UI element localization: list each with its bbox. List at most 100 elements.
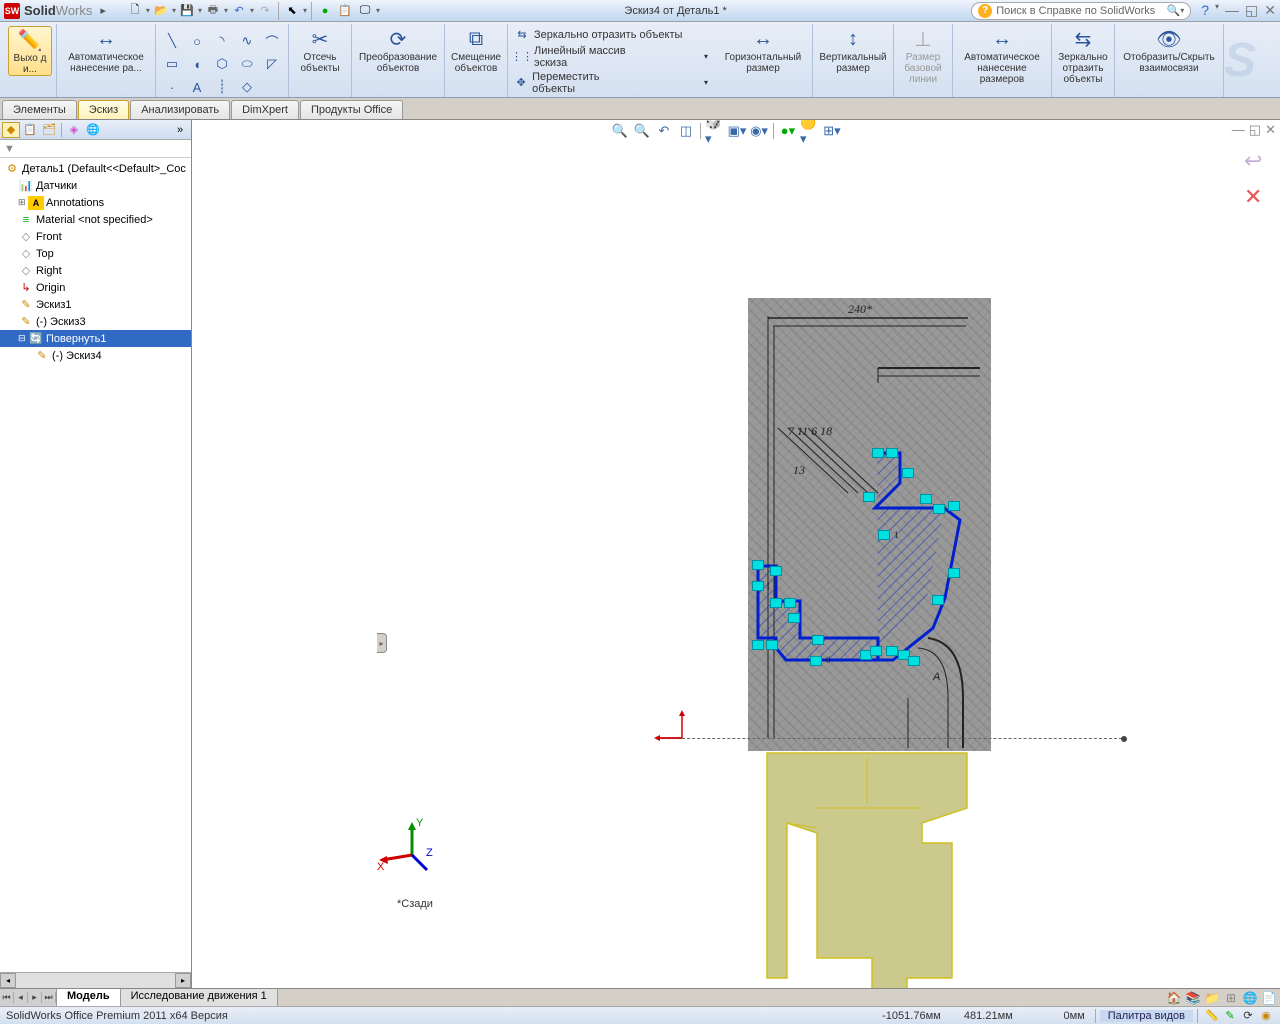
horizontal-dim-button[interactable]: ↔Горизонтальный размер	[718, 26, 808, 74]
child-close-icon[interactable]: ✕	[1265, 122, 1276, 138]
status-unit-icon[interactable]: 📏	[1204, 1009, 1220, 1023]
vertical-dim-button[interactable]: ↕Вертикальный размер	[817, 26, 889, 74]
tab-elements[interactable]: Элементы	[2, 100, 77, 119]
text-icon[interactable]: A	[185, 76, 209, 98]
tree-sketch3[interactable]: ✎(-) Эскиз3	[0, 313, 191, 330]
undo-icon[interactable]: ↶	[230, 2, 248, 20]
line-icon[interactable]: ╲	[160, 30, 184, 52]
tree-origin[interactable]: ↳Origin	[0, 279, 191, 296]
minimize-icon[interactable]: —	[1225, 2, 1239, 19]
circle-icon[interactable]: ○	[185, 30, 209, 52]
tree-top-plane[interactable]: ◇Top	[0, 245, 191, 262]
trim-button[interactable]: ✂Отсечь объекты	[293, 26, 347, 74]
auto-dim-button[interactable]: ↔Автоматическое нанесение размеров	[957, 26, 1047, 85]
smart-dimension-button[interactable]: ↔ Автоматическое нанесение ра...	[61, 26, 151, 74]
view-palette-icon[interactable]: ⊞	[1222, 990, 1240, 1006]
filter-bar[interactable]: ▼	[0, 140, 191, 158]
show-hide-button[interactable]: 👁Отобразить/Скрыть взаимосвязи	[1119, 26, 1219, 74]
help-search[interactable]: ? Поиск в Справке по SolidWorks 🔍▾	[971, 2, 1191, 20]
maximize-icon[interactable]: ◱	[1245, 2, 1258, 19]
appearance-icon[interactable]: 🟡▾	[800, 121, 820, 141]
help-icon[interactable]: ?	[1201, 2, 1209, 19]
plane-icon[interactable]: ◇	[235, 76, 259, 98]
screen-icon[interactable]: 🖵	[356, 2, 374, 20]
viewport[interactable]: 🔍 🔍 ↶ ◫ 🎲▾ ▣▾ ◉▾ ●▾ 🟡▾ ⊞▾ — ◱ ✕ ↩ ✕ ▸	[192, 120, 1280, 988]
tree-right-plane[interactable]: ◇Right	[0, 262, 191, 279]
spline-icon[interactable]: ∿	[235, 30, 259, 52]
scroll-right-icon[interactable]: ▸	[175, 973, 191, 988]
mirror-button[interactable]: ⇆Зеркально отразить объекты	[514, 27, 708, 43]
section-view-icon[interactable]: ◫	[676, 121, 696, 141]
print-icon[interactable]: 🖶	[204, 2, 222, 20]
point-icon[interactable]: ·	[160, 76, 184, 98]
collapse-panel-icon[interactable]: »	[171, 122, 189, 138]
display-style-icon[interactable]: ▣▾	[727, 121, 747, 141]
slot-icon[interactable]: ◖	[185, 53, 209, 75]
confirm-sketch-icon[interactable]: ↩	[1244, 148, 1272, 176]
hide-show-icon[interactable]: ◉▾	[749, 121, 769, 141]
design-library-icon[interactable]: 📚	[1184, 990, 1202, 1006]
move-button[interactable]: ✥Переместить объекты▾	[514, 71, 708, 95]
select-icon[interactable]: ⬉	[283, 2, 301, 20]
property-manager-tab-icon[interactable]: 📋	[21, 122, 39, 138]
tab-last-icon[interactable]: ⏭	[42, 992, 56, 1003]
panel-hscroll[interactable]: ◂▸	[0, 972, 191, 988]
tree-sensors[interactable]: 📊Датчики	[0, 177, 191, 194]
tree-material[interactable]: ≡Material <not specified>	[0, 211, 191, 228]
polygon-icon[interactable]: ⬡	[210, 53, 234, 75]
scroll-left-icon[interactable]: ◂	[0, 973, 16, 988]
zoom-area-icon[interactable]: 🔍	[632, 121, 652, 141]
tree-root[interactable]: ⚙Деталь1 (Default<<Default>_Сос	[0, 160, 191, 177]
tab-office[interactable]: Продукты Office	[300, 100, 403, 119]
appearances-icon[interactable]: 🌐	[1241, 990, 1259, 1006]
redo-icon[interactable]: ↷	[256, 2, 274, 20]
rectangle-icon[interactable]: ▭	[160, 53, 184, 75]
viewport-layout-icon[interactable]: ⊞▾	[822, 121, 842, 141]
file-explorer-icon[interactable]: 📁	[1203, 990, 1221, 1006]
rebuild-icon[interactable]: ●	[316, 2, 334, 20]
options-icon[interactable]: 📋	[336, 2, 354, 20]
tree-revolve[interactable]: ⊟🔄Повернуть1	[0, 330, 191, 347]
open-icon[interactable]: 📂	[152, 2, 170, 20]
app-menu-dropdown[interactable]: ▸	[100, 4, 106, 17]
convert-button[interactable]: ⟳Преобразование объектов	[356, 26, 440, 74]
tab-dimxpert[interactable]: DimXpert	[231, 100, 299, 119]
graphics-canvas[interactable]: А 240* 7 11 6 18 13	[192, 120, 1280, 988]
fillet-icon[interactable]: ⌒	[260, 30, 284, 52]
close-icon[interactable]: ✕	[1264, 2, 1276, 19]
status-panel-name[interactable]: Палитра видов	[1100, 1010, 1193, 1022]
status-options-icon[interactable]: ◉	[1258, 1009, 1274, 1023]
status-rebuild-icon[interactable]: ⟳	[1240, 1009, 1256, 1023]
zoom-fit-icon[interactable]: 🔍	[610, 121, 630, 141]
child-maximize-icon[interactable]: ◱	[1249, 122, 1261, 138]
tab-motion-study[interactable]: Исследование движения 1	[121, 989, 278, 1006]
child-minimize-icon[interactable]: —	[1232, 122, 1245, 138]
tab-first-icon[interactable]: ⏮	[0, 992, 14, 1003]
save-icon[interactable]: 💾	[178, 2, 196, 20]
config-manager-tab-icon[interactable]: 🗂	[40, 122, 58, 138]
tree-sketch1[interactable]: ✎Эскиз1	[0, 296, 191, 313]
mirror2-button[interactable]: ⇆Зеркально отразить объекты	[1056, 26, 1110, 85]
status-edit-icon[interactable]: ✎	[1222, 1009, 1238, 1023]
custom-props-icon[interactable]: 📄	[1260, 990, 1278, 1006]
display-manager-tab-icon[interactable]: 🌐	[84, 122, 102, 138]
offset-button[interactable]: ⧉Смещение объектов	[449, 26, 503, 74]
tab-analyze[interactable]: Анализировать	[130, 100, 230, 119]
home-icon[interactable]: 🏠	[1165, 990, 1183, 1006]
linear-pattern-button[interactable]: ⋮⋮Линейный массив эскиза▾	[514, 45, 708, 69]
exit-sketch-button[interactable]: ✏️ Выхо д и...	[8, 26, 52, 76]
ellipse-icon[interactable]: ⬭	[235, 53, 259, 75]
prev-view-icon[interactable]: ↶	[654, 121, 674, 141]
tab-model[interactable]: Модель	[57, 989, 121, 1006]
search-icon[interactable]: 🔍	[1167, 4, 1181, 17]
scene-icon[interactable]: ●▾	[778, 121, 798, 141]
cancel-sketch-icon[interactable]: ✕	[1244, 184, 1272, 212]
new-icon[interactable]: 🗋	[126, 2, 144, 20]
view-orientation-icon[interactable]: 🎲▾	[705, 121, 725, 141]
tree-front-plane[interactable]: ◇Front	[0, 228, 191, 245]
tab-prev-icon[interactable]: ◂	[14, 992, 28, 1003]
tree-sketch4[interactable]: ✎(-) Эскиз4	[0, 347, 191, 364]
tree-annotations[interactable]: ⊞AAnnotations	[0, 194, 191, 211]
arc-icon[interactable]: ◝	[210, 30, 234, 52]
tab-sketch[interactable]: Эскиз	[78, 100, 129, 119]
